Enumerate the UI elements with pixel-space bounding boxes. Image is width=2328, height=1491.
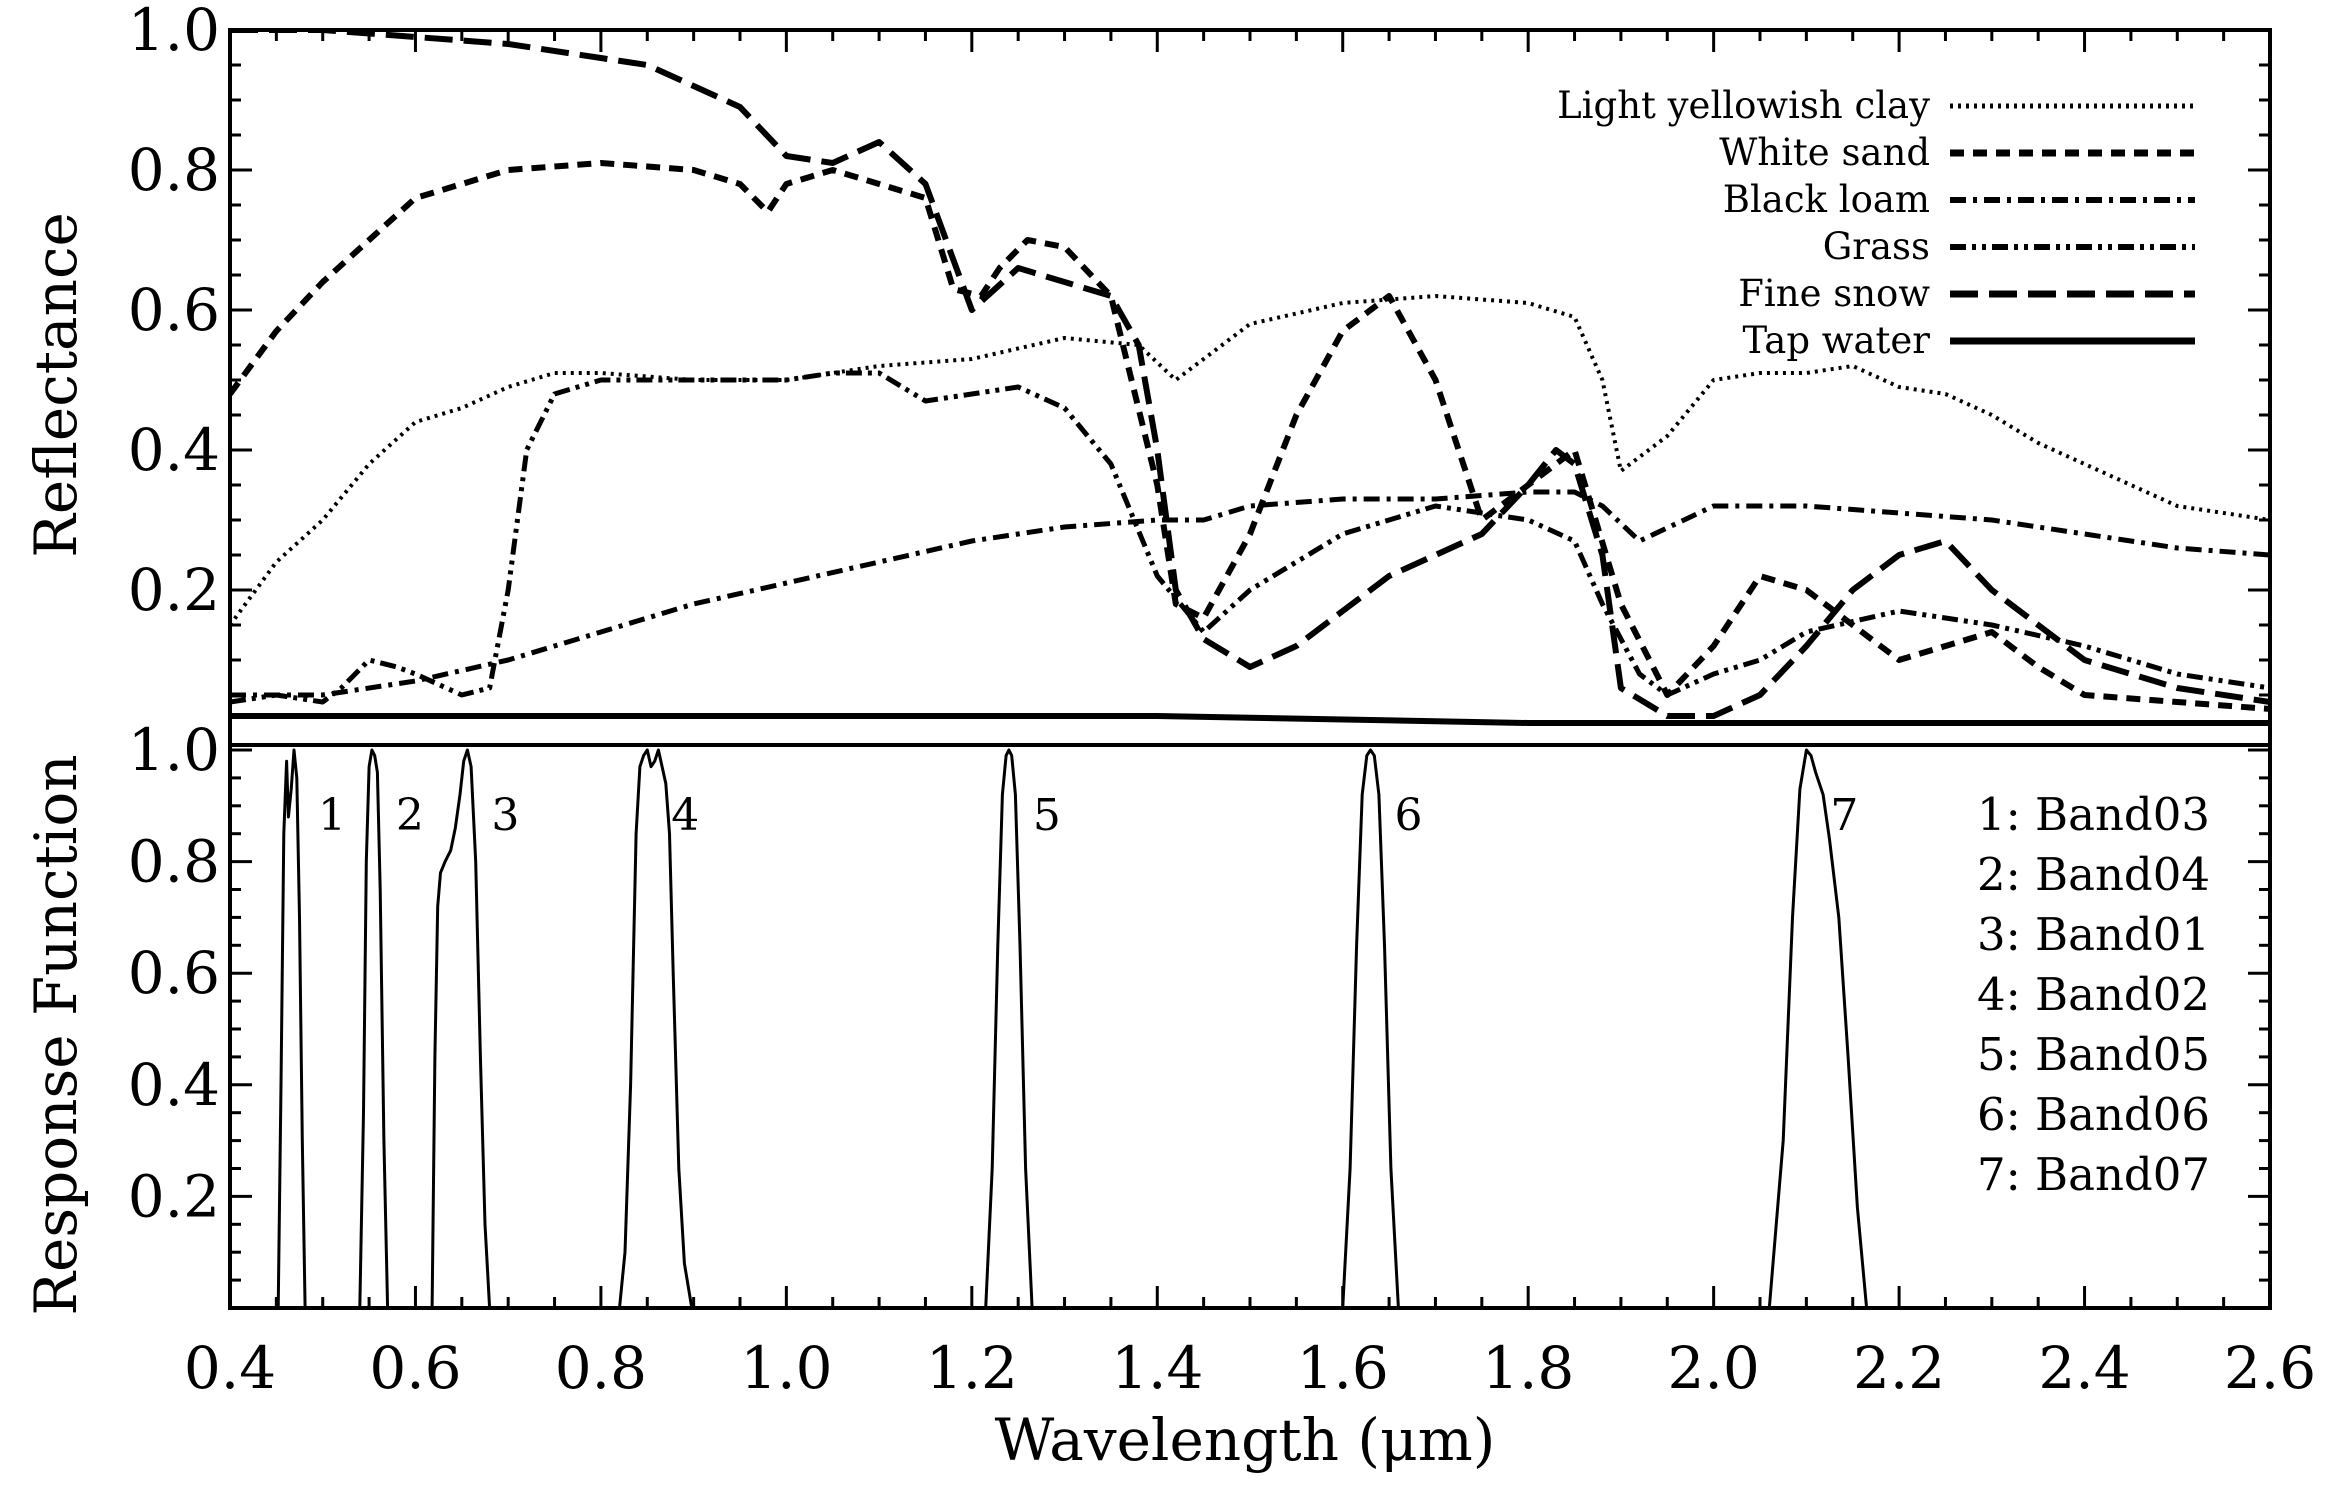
x-tick-label: 2.4 — [2038, 1334, 2130, 1402]
legend-label-black-loam: Black loam — [1723, 178, 1930, 221]
reflectance-y-tick-label: 0.4 — [128, 416, 220, 484]
band-curve-6-band06 — [1341, 748, 1400, 1308]
band-number-label: 1 — [318, 790, 346, 841]
band-number-label: 4 — [671, 790, 699, 841]
series-black-loam — [230, 489, 2270, 698]
response-y-tick-label: 0.4 — [128, 1051, 220, 1119]
band-legend-6-band06: 6: Band06 — [1977, 1088, 2210, 1141]
x-tick-label: 0.4 — [184, 1334, 276, 1402]
band-number-label: 3 — [491, 790, 519, 841]
reflectance-y-tick-label: 0.8 — [128, 136, 220, 204]
band-legend-7-band07: 7: Band07 — [1977, 1148, 2210, 1201]
x-tick-label: 2.0 — [1668, 1334, 1760, 1402]
series-fine-snow — [230, 30, 2270, 719]
reflectance-y-tick-label: 0.6 — [128, 276, 220, 344]
band-legend-2-band04: 2: Band04 — [1977, 848, 2210, 901]
legend-label-fine-snow: Fine snow — [1738, 272, 1930, 315]
response-y-tick-label: 0.2 — [128, 1162, 220, 1230]
legend-label-light-yellowish-clay: Light yellowish clay — [1557, 84, 1930, 127]
legend-label-tap-water: Tap water — [1743, 319, 1931, 362]
x-tick-label: 1.6 — [1297, 1334, 1389, 1402]
band-curve-4-band02 — [618, 748, 694, 1308]
band-legend-1-band03: 1: Band03 — [1977, 788, 2210, 841]
band-legend-4-band02: 4: Band02 — [1977, 968, 2210, 1021]
wavelength-axis-title: Wavelength (μm) — [995, 1406, 1496, 1474]
band-curve-7-band07 — [1767, 748, 1869, 1308]
response-y-tick-label: 0.6 — [128, 939, 220, 1007]
legend-label-white-sand: White sand — [1719, 131, 1930, 174]
reflectance-axis-title: Reflectance — [22, 212, 90, 558]
band-legend-5-band05: 5: Band05 — [1977, 1028, 2210, 1081]
band-curve-5-band05 — [984, 748, 1034, 1308]
x-tick-label: 1.2 — [926, 1334, 1018, 1402]
response-y-tick-label: 0.8 — [128, 828, 220, 896]
band-number-label: 7 — [1830, 790, 1858, 841]
x-tick-label: 0.8 — [555, 1334, 647, 1402]
band-legend-3-band01: 3: Band01 — [1977, 908, 2210, 961]
series-tap-water — [230, 713, 2270, 726]
legend-label-grass: Grass — [1823, 225, 1930, 268]
reflectance-panel: 0.2 0.4 0.6 0.8 1.0 Light yellowish clayWhite… — [128, 0, 2272, 747]
series-light-yellowish-clay — [230, 294, 2270, 627]
x-tick-label: 1.8 — [1482, 1334, 1574, 1402]
response-function-panel: 0.2 0.4 0.6 0.8 1.0 1 2 3 4 5 6 7 1: Band03 2: Band04… — [128, 716, 2272, 1310]
band-number-label: 2 — [396, 790, 424, 841]
x-tick-label: 1.0 — [740, 1334, 832, 1402]
x-tick-label: 2.6 — [2224, 1334, 2316, 1402]
x-tick-label: 0.6 — [369, 1334, 461, 1402]
x-axis: 0.4 0.6 0.8 1.0 1.2 1.4 1.6 1.8 2.0 2.2 2.4 2.6 — [184, 30, 2316, 1402]
x-tick-label: 1.4 — [1111, 1334, 1203, 1402]
x-tick-label: 2.2 — [1853, 1334, 1945, 1402]
band-curve-3-band01 — [430, 748, 492, 1308]
response-plot-frame — [228, 743, 2272, 1310]
reflectance-y-tick-label: 0.2 — [128, 556, 220, 624]
band-curve-2-band04 — [358, 748, 390, 1308]
band-number-label: 5 — [1033, 790, 1061, 841]
band-number-label: 6 — [1395, 790, 1423, 841]
series-white-sand — [230, 160, 2270, 712]
band-curve-1-band03 — [276, 748, 307, 1308]
response-y-tick-label: 1.0 — [128, 716, 220, 784]
response-function-axis-title: Response Function — [22, 754, 90, 1315]
reflectance-y-tick-label: 1.0 — [128, 0, 220, 64]
